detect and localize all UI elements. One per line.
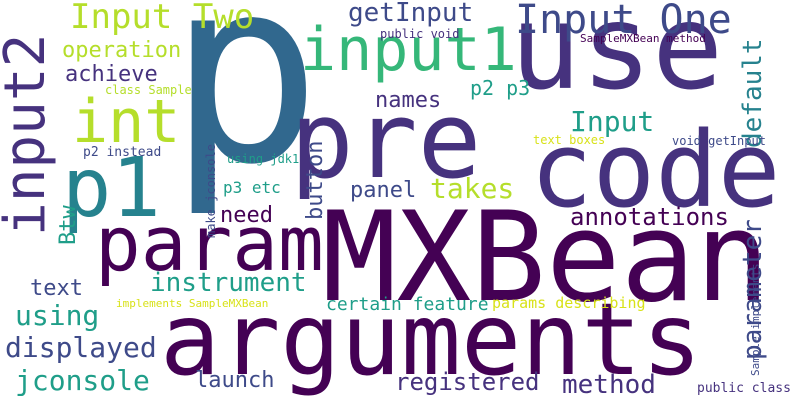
word-btw: Btw — [56, 205, 81, 245]
word-implements-samplemxbean: implements SampleMXBean — [116, 297, 269, 310]
word-use: use — [510, 0, 724, 116]
word-registered: registered — [395, 368, 540, 396]
word-need: need — [220, 203, 273, 228]
word-input-two: Input Two — [70, 0, 255, 37]
word-input: Input — [570, 105, 655, 138]
word-public-void: public void — [380, 27, 460, 41]
word-make-jconsole: make jconsole — [204, 144, 218, 238]
word-input-one: Input One — [515, 0, 732, 43]
word-void-getinput: void getInput — [672, 134, 766, 148]
word-jconsole: jconsole — [15, 364, 150, 397]
word-p: p — [168, 0, 322, 221]
word-instrument: instrument — [150, 268, 307, 298]
word-input2: input2 — [0, 33, 58, 236]
word-code: code — [530, 109, 781, 231]
word-using: using — [15, 299, 100, 332]
word-launch: launch — [195, 368, 275, 393]
word-names: names — [375, 88, 442, 113]
word-text-boxes: text boxes — [533, 133, 606, 147]
word-achieve: achieve — [65, 62, 158, 87]
word-pre: pre — [290, 79, 482, 202]
word-p3-etc: p3 etc — [223, 178, 281, 197]
word-button: button — [303, 140, 328, 220]
word-p2-instead: p2 instead — [83, 145, 162, 160]
word-sample-implements: Sample implements — [749, 263, 762, 376]
word-p2-p3: p2 p3 — [470, 76, 531, 100]
word-public-class: public class — [697, 381, 791, 396]
word-input1: input1 — [300, 15, 517, 85]
word-text: text — [30, 276, 83, 301]
word-panel: panel — [350, 178, 417, 203]
word-takes: takes — [430, 172, 515, 205]
word-arguments: arguments — [160, 281, 702, 398]
word-default: default — [738, 38, 768, 148]
word-method: method — [562, 370, 656, 400]
word-displayed: displayed — [5, 331, 157, 364]
word-params-describing: params describing — [492, 294, 646, 312]
word-param: param — [95, 199, 324, 288]
word-using-jdk1: using jdk1 — [227, 152, 300, 166]
word-p1: p1 — [62, 141, 161, 236]
word-samplemxbean-method: SampleMXBean method — [580, 32, 706, 45]
word-operation: operation — [62, 38, 182, 63]
word-mxbean: MXBean — [322, 186, 770, 330]
word-annotations: annotations — [570, 203, 729, 231]
word-certain-feature: certain feature — [326, 294, 489, 315]
word-int: int — [72, 87, 181, 157]
word-getinput: getInput — [348, 0, 474, 28]
word-class-sample: class Sample — [105, 83, 192, 97]
